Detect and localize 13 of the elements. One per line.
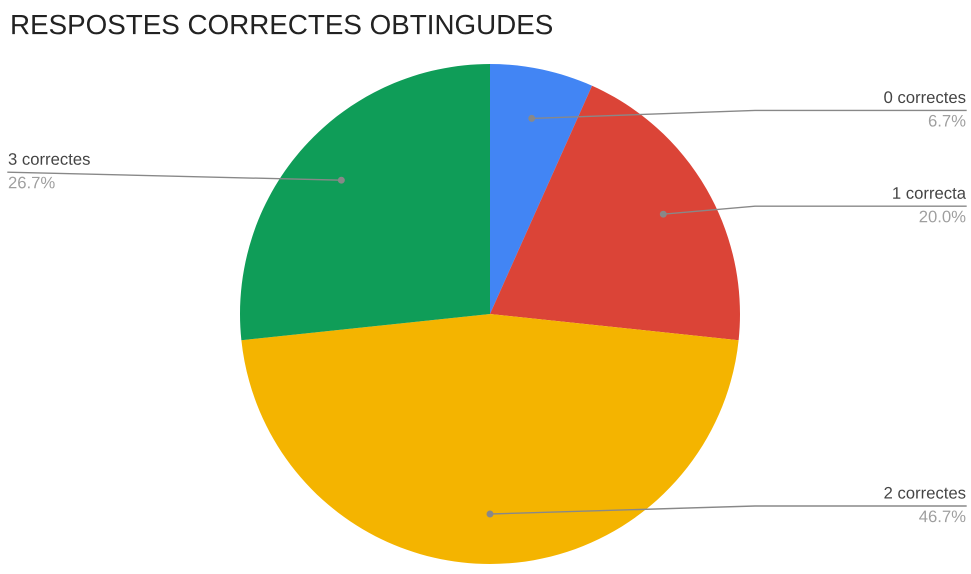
pie-slice <box>240 64 490 340</box>
data-label: 46.7% <box>919 510 966 522</box>
data-label: 26.7% <box>8 176 55 188</box>
slice-label: 2 correctes <box>884 486 966 499</box>
pie-slice <box>490 86 740 340</box>
data-label: 20.0% <box>920 210 966 222</box>
slice-label: 1 correcta <box>893 187 966 199</box>
data-label: 6.7% <box>928 114 966 127</box>
pie-slice <box>241 314 739 564</box>
slice-label: 0 correctes <box>884 91 966 104</box>
chart-title: RESPOSTES CORRECTES OBTINGUDES <box>12 14 552 34</box>
slice-label: 3 correctes <box>8 153 90 165</box>
pie-slice <box>490 64 592 314</box>
